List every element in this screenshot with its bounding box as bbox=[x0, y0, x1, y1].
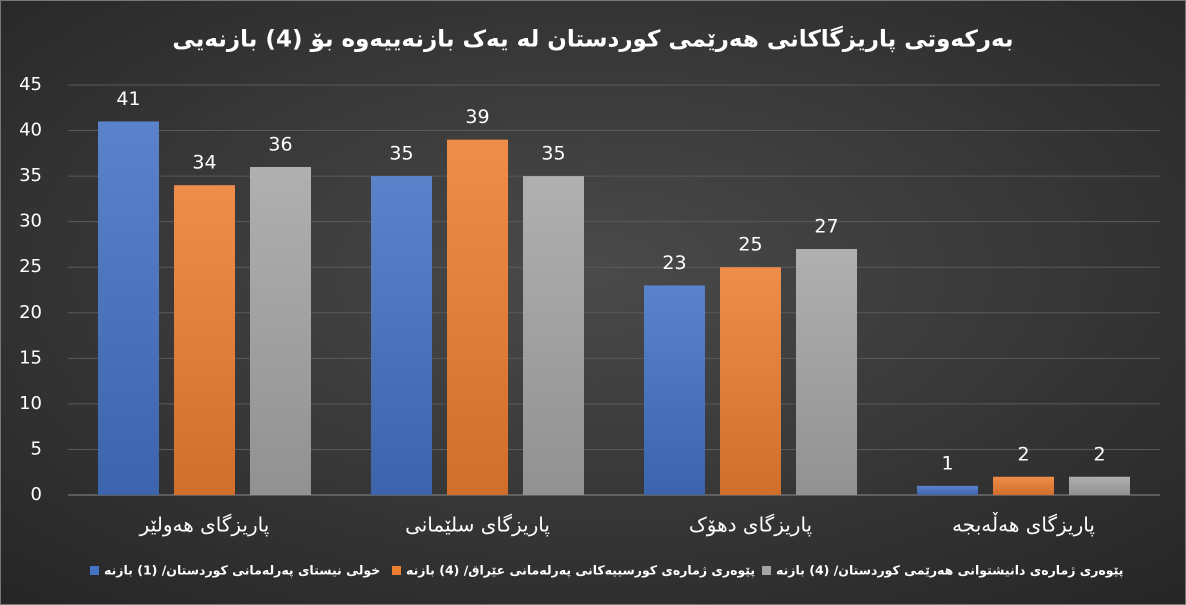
data-label: 27 bbox=[814, 216, 838, 238]
data-label: 23 bbox=[662, 252, 686, 274]
y-tick-label: 25 bbox=[19, 256, 42, 277]
legend-swatch bbox=[762, 566, 771, 575]
y-tick-label: 45 bbox=[19, 74, 42, 95]
bar-shade bbox=[1069, 476, 1130, 495]
x-tick-label: پاریزگای دهۆک bbox=[689, 513, 812, 538]
x-tick-label: پاریزگای هەڵەبجە bbox=[952, 512, 1095, 538]
bar-shade bbox=[98, 121, 159, 495]
legend-label: خولی نیستای پەرلەمانی کوردستان/ (1) بازن… bbox=[104, 563, 380, 578]
bar-shade bbox=[720, 267, 781, 495]
x-tick-label: پاریزگای سلێمانی bbox=[405, 513, 550, 538]
data-label: 2 bbox=[1017, 443, 1029, 465]
legend-swatch bbox=[392, 566, 401, 575]
y-tick-label: 5 bbox=[31, 438, 42, 459]
bar-shade bbox=[523, 176, 584, 495]
legend-swatch bbox=[90, 566, 99, 575]
data-label: 41 bbox=[116, 88, 140, 110]
data-label: 35 bbox=[389, 143, 413, 165]
bar-shade bbox=[447, 139, 508, 495]
legend-label: پێوەری ژمارەی دانیشتوانی هەرێمی کوردستان… bbox=[776, 563, 1123, 578]
legend-label: پێوەری ژمارەی کورسییەکانی پەرلەمانی عێرا… bbox=[406, 563, 755, 578]
bar-shade bbox=[250, 167, 311, 495]
data-label: 35 bbox=[541, 143, 565, 165]
data-label: 39 bbox=[465, 106, 489, 128]
bar-shade bbox=[993, 476, 1054, 495]
y-tick-label: 10 bbox=[19, 393, 42, 414]
y-tick-label: 35 bbox=[19, 165, 42, 186]
data-label: 2 bbox=[1093, 443, 1105, 465]
bar-shade bbox=[796, 249, 857, 495]
data-label: 25 bbox=[738, 234, 762, 256]
bar-shade bbox=[644, 285, 705, 495]
y-tick-label: 20 bbox=[19, 302, 42, 323]
y-tick-label: 15 bbox=[19, 347, 42, 368]
chart-title: بەرکەوتی پاریزگاکانی هەرێمی کوردستان لە … bbox=[172, 26, 1013, 53]
bar-shade bbox=[917, 485, 978, 495]
y-tick-label: 30 bbox=[19, 211, 42, 232]
data-label: 36 bbox=[268, 134, 292, 156]
data-label: 34 bbox=[192, 152, 216, 174]
y-tick-label: 40 bbox=[19, 120, 42, 141]
bar-shade bbox=[174, 185, 235, 495]
x-tick-label: پاریزگای هەولێر bbox=[139, 513, 270, 538]
data-label: 1 bbox=[941, 452, 953, 474]
y-tick-label: 0 bbox=[31, 484, 42, 505]
bar-shade bbox=[371, 176, 432, 495]
